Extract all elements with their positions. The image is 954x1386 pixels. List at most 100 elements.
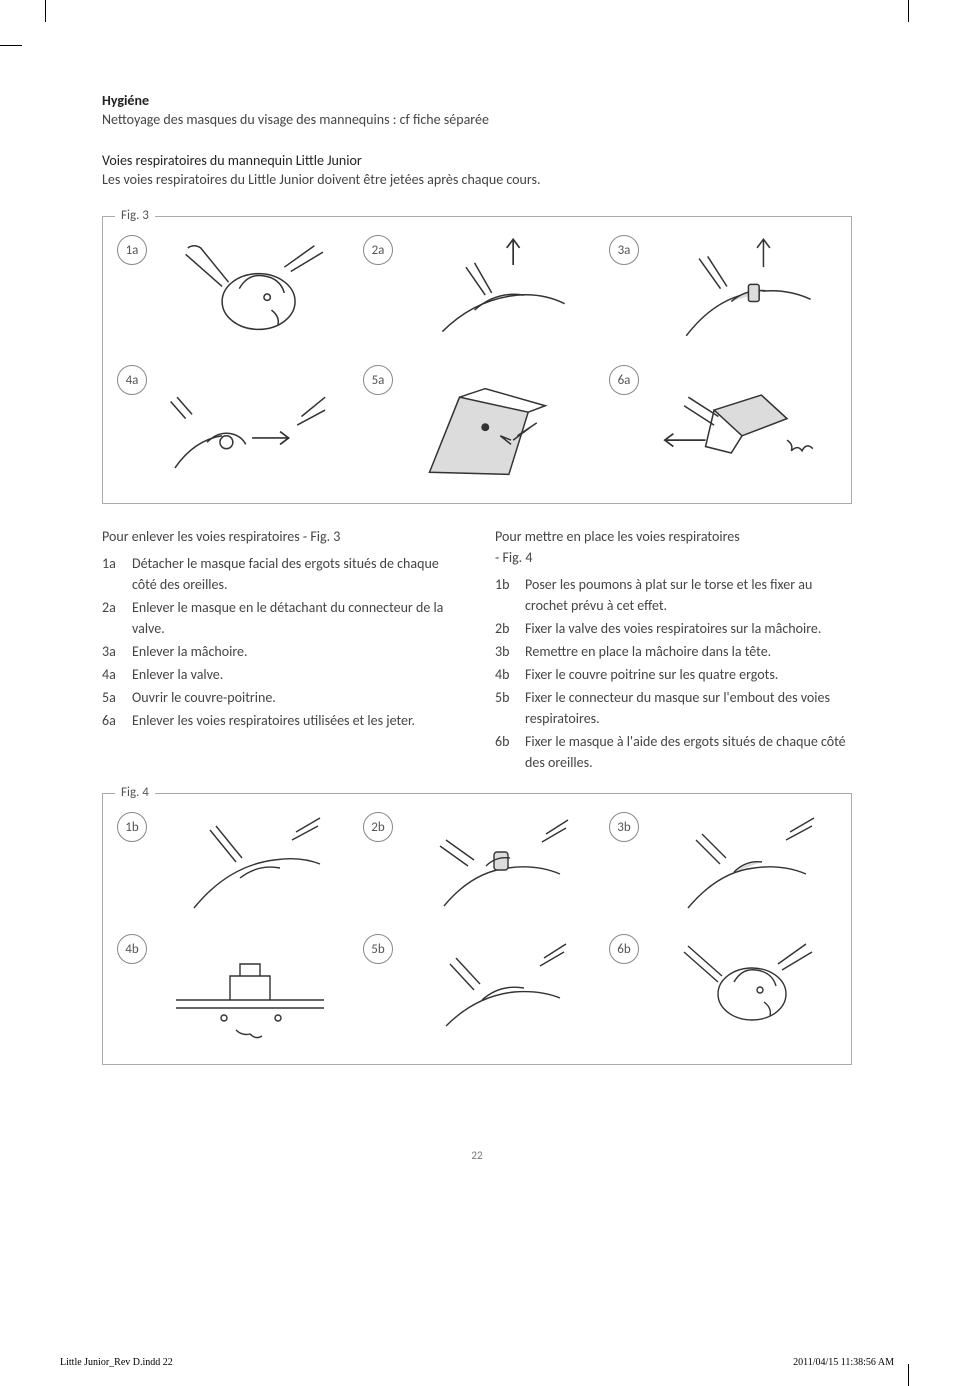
step-text: Fixer la valve des voies respiratoires s… xyxy=(525,618,821,639)
step-num: 1a xyxy=(102,553,122,595)
badge-6a: 6a xyxy=(609,365,639,395)
step-num: 2a xyxy=(102,597,122,639)
badge-4a: 4a xyxy=(117,365,147,395)
badge-3b: 3b xyxy=(609,812,639,842)
figure-4-box: Fig. 4 1b 2b 3b 4b xyxy=(102,793,852,1065)
illustration-4b xyxy=(155,934,345,1044)
fig4-cell-5b: 5b xyxy=(363,934,591,1044)
step-4b: 4b Fixer le couvre poitrine sur les quatr… xyxy=(495,664,852,685)
left-column: Pour enlever les voies respiratoires - F… xyxy=(102,526,459,775)
crop-mark xyxy=(908,1364,909,1386)
badge-5b: 5b xyxy=(363,934,393,964)
step-num: 4b xyxy=(495,664,515,685)
illustration-2b xyxy=(401,812,591,922)
right-col-title: Pour mettre en place les voies respirato… xyxy=(495,526,852,568)
step-3a: 3a Enlever la mâchoire. xyxy=(102,641,459,662)
right-title-line1: Pour mettre en place les voies respirato… xyxy=(495,528,740,545)
fig4-cell-6b: 6b xyxy=(609,934,837,1044)
illustration-2a xyxy=(401,235,591,353)
illustration-4a xyxy=(155,365,345,483)
fig4-cell-3b: 3b xyxy=(609,812,837,922)
footer-timestamp: 2011/04/15 11:38:56 AM xyxy=(793,1357,894,1368)
fig4-cell-4b: 4b xyxy=(117,934,345,1044)
figure-4-grid: 1b 2b 3b 4b xyxy=(117,812,837,1044)
right-title-line2: - Fig. 4 xyxy=(495,549,532,566)
badge-3a: 3a xyxy=(609,235,639,265)
print-footer: Little Junior_Rev D.indd 22 2011/04/15 1… xyxy=(60,1357,894,1368)
fig3-cell-5a: 5a xyxy=(363,365,591,483)
step-num: 2b xyxy=(495,618,515,639)
step-num: 4a xyxy=(102,664,122,685)
step-6a: 6a Enlever les voies respiratoires utilis… xyxy=(102,710,459,731)
page-content: Hygiéne Nettoyage des masques du visage … xyxy=(102,92,852,1134)
step-2b: 2b Fixer la valve des voies respiratoires… xyxy=(495,618,852,639)
crop-mark xyxy=(908,0,909,22)
step-text: Fixer le masque à l'aide des ergots situ… xyxy=(525,731,852,773)
left-steps: 1aDétacher le masque facial des ergots s… xyxy=(102,553,459,731)
badge-5a: 5a xyxy=(363,365,393,395)
badge-4b: 4b xyxy=(117,934,147,964)
step-text: Ouvrir le couvre-poitrine. xyxy=(132,687,276,708)
figure-4-label: Fig. 4 xyxy=(115,785,155,800)
step-text: Enlever la mâchoire. xyxy=(132,641,248,662)
step-num: 3b xyxy=(495,641,515,662)
right-steps: 1bPoser les poumons à plat sur le torse … xyxy=(495,574,852,773)
right-column: Pour mettre en place les voies respirato… xyxy=(495,526,852,775)
step-4a: 4a Enlever la valve. xyxy=(102,664,459,685)
step-6b: 6bFixer le masque à l'aide des ergots si… xyxy=(495,731,852,773)
step-1a: 1aDétacher le masque facial des ergots s… xyxy=(102,553,459,595)
badge-1a: 1a xyxy=(117,235,147,265)
step-5a: 5a Ouvrir le couvre-poitrine. xyxy=(102,687,459,708)
illustration-3b xyxy=(647,812,837,922)
fig3-cell-6a: 6a xyxy=(609,365,837,483)
badge-1b: 1b xyxy=(117,812,147,842)
badge-2a: 2a xyxy=(363,235,393,265)
illustration-6a xyxy=(647,365,837,483)
left-col-title: Pour enlever les voies respiratoires - F… xyxy=(102,526,459,547)
section-heading: Hygiéne xyxy=(102,92,852,109)
intro-text: Nettoyage des masques du visage des mann… xyxy=(102,109,852,130)
illustration-5a xyxy=(401,365,591,483)
fig3-cell-3a: 3a xyxy=(609,235,837,353)
page-number: 22 xyxy=(102,1149,852,1162)
sub-heading: Voies respiratoires du mannequin Little … xyxy=(102,152,852,169)
fig3-cell-1a: 1a xyxy=(117,235,345,353)
figure-3-box: Fig. 3 1a 2a 3a 4a xyxy=(102,216,852,504)
illustration-6b xyxy=(647,934,837,1044)
footer-filename: Little Junior_Rev D.indd 22 xyxy=(60,1357,173,1368)
fig3-cell-2a: 2a xyxy=(363,235,591,353)
step-num: 6a xyxy=(102,710,122,731)
badge-2b: 2b xyxy=(363,812,393,842)
step-2a: 2aEnlever le masque en le détachant du c… xyxy=(102,597,459,639)
step-text: Enlever les voies respiratoires utilisée… xyxy=(132,710,415,731)
figure-3-label: Fig. 3 xyxy=(115,208,155,223)
step-text: Enlever la valve. xyxy=(132,664,223,685)
illustration-5b xyxy=(401,934,591,1044)
step-text: Détacher le masque facial des ergots sit… xyxy=(132,553,459,595)
step-num: 5a xyxy=(102,687,122,708)
step-num: 1b xyxy=(495,574,515,616)
sub-intro-text: Les voies respiratoires du Little Junior… xyxy=(102,169,852,190)
illustration-3a xyxy=(647,235,837,353)
illustration-1a xyxy=(155,235,345,353)
step-text: Fixer le couvre poitrine sur les quatre … xyxy=(525,664,778,685)
step-text: Remettre en place la mâchoire dans la tê… xyxy=(525,641,771,662)
step-text: Fixer le connecteur du masque sur l'embo… xyxy=(525,687,852,729)
instruction-columns: Pour enlever les voies respiratoires - F… xyxy=(102,526,852,775)
fig4-cell-2b: 2b xyxy=(363,812,591,922)
step-5b: 5bFixer le connecteur du masque sur l'em… xyxy=(495,687,852,729)
step-text: Enlever le masque en le détachant du con… xyxy=(132,597,459,639)
step-num: 3a xyxy=(102,641,122,662)
step-3b: 3b Remettre en place la mâchoire dans la … xyxy=(495,641,852,662)
illustration-1b xyxy=(155,812,345,922)
step-num: 6b xyxy=(495,731,515,773)
step-num: 5b xyxy=(495,687,515,729)
badge-6b: 6b xyxy=(609,934,639,964)
figure-3-grid: 1a 2a 3a 4a xyxy=(117,235,837,483)
step-1b: 1bPoser les poumons à plat sur le torse … xyxy=(495,574,852,616)
crop-mark xyxy=(0,45,22,46)
crop-mark xyxy=(45,0,46,22)
fig4-cell-1b: 1b xyxy=(117,812,345,922)
step-text: Poser les poumons à plat sur le torse et… xyxy=(525,574,852,616)
fig3-cell-4a: 4a xyxy=(117,365,345,483)
